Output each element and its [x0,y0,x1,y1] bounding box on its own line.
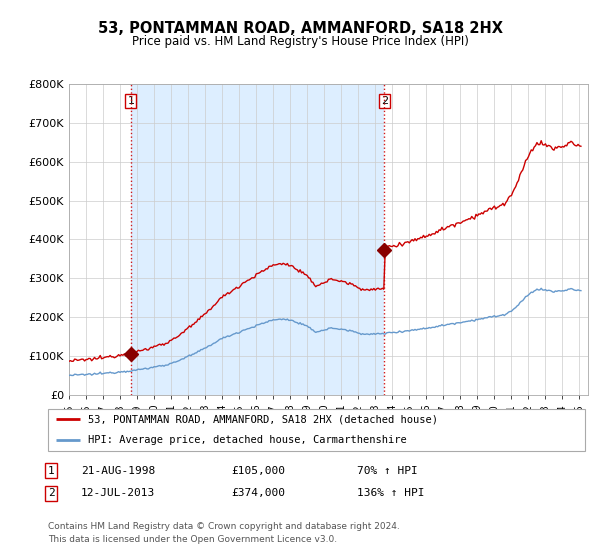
Text: 136% ↑ HPI: 136% ↑ HPI [357,488,425,498]
Text: 2: 2 [381,96,388,106]
Text: 1: 1 [47,466,55,476]
Text: Contains HM Land Registry data © Crown copyright and database right 2024.: Contains HM Land Registry data © Crown c… [48,522,400,531]
Bar [131,84,385,395]
Text: This data is licensed under the Open Government Licence v3.0.: This data is licensed under the Open Gov… [48,535,337,544]
Text: £105,000: £105,000 [231,466,285,476]
Text: 1: 1 [127,96,134,106]
Text: 12-JUL-2013: 12-JUL-2013 [81,488,155,498]
Text: 2: 2 [47,488,55,498]
Text: Price paid vs. HM Land Registry's House Price Index (HPI): Price paid vs. HM Land Registry's House … [131,35,469,48]
FancyBboxPatch shape [48,409,585,451]
Text: 21-AUG-1998: 21-AUG-1998 [81,466,155,476]
Text: 70% ↑ HPI: 70% ↑ HPI [357,466,418,476]
Text: £374,000: £374,000 [231,488,285,498]
Text: HPI: Average price, detached house, Carmarthenshire: HPI: Average price, detached house, Carm… [88,435,407,445]
Text: 53, PONTAMMAN ROAD, AMMANFORD, SA18 2HX (detached house): 53, PONTAMMAN ROAD, AMMANFORD, SA18 2HX … [88,414,438,424]
Text: 53, PONTAMMAN ROAD, AMMANFORD, SA18 2HX: 53, PONTAMMAN ROAD, AMMANFORD, SA18 2HX [97,21,503,36]
